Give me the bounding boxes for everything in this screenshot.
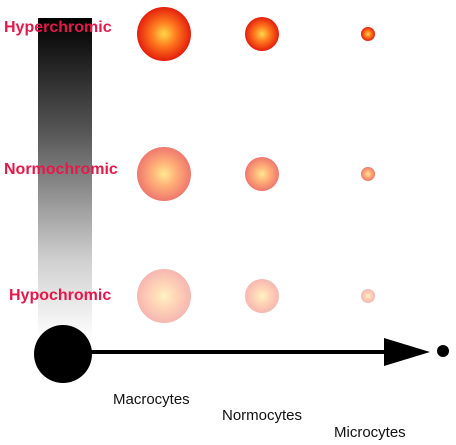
cell-normochromic-normocytes [245,157,279,191]
col-label-microcytes: Microcytes [334,424,406,441]
size-axis-arrowhead [384,338,430,366]
row-label-normochromic: Normochromic [4,161,118,178]
cell-hyperchromic-normocytes [245,17,279,51]
cell-normochromic-microcytes [361,167,375,181]
cell-hypochromic-normocytes [245,279,279,313]
cell-hypochromic-macrocytes [137,269,191,323]
col-label-macrocytes: Macrocytes [113,391,190,408]
cell-normochromic-macrocytes [137,147,191,201]
col-label-normocytes: Normocytes [222,407,302,424]
row-label-hyperchromic: Hyperchromic [4,19,112,36]
cell-grid [137,7,375,323]
cell-hypochromic-microcytes [361,289,375,303]
axis-end-dot [437,345,449,357]
cell-hyperchromic-macrocytes [137,7,191,61]
cell-hyperchromic-microcytes [361,27,375,41]
axis-origin-dot [34,325,92,383]
row-label-hypochromic: Hypochromic [9,287,111,304]
